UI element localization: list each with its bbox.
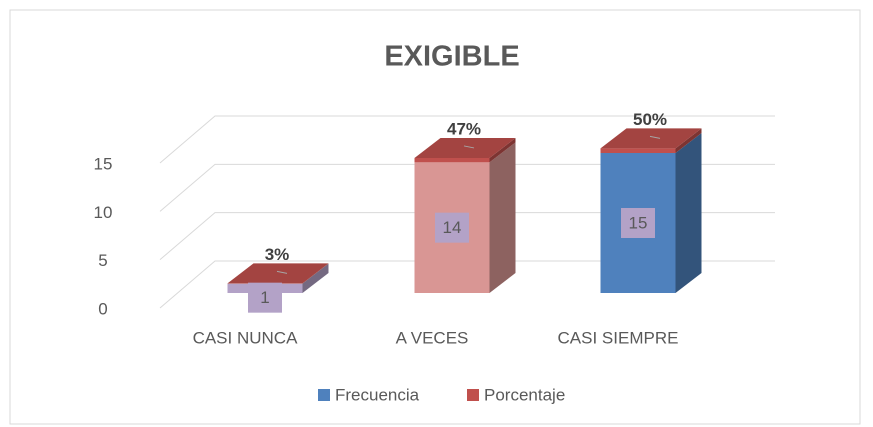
y-tick-label: 10 xyxy=(94,203,113,222)
bar-side xyxy=(489,142,516,293)
y-tick-label: 0 xyxy=(98,299,107,318)
bar-side xyxy=(675,133,702,293)
grid-line xyxy=(159,115,775,164)
grid-line xyxy=(159,260,775,309)
chart-title: EXIGIBLE xyxy=(384,41,519,73)
bar-front xyxy=(414,157,490,163)
y-tick-label: 5 xyxy=(98,251,107,270)
bar-side xyxy=(489,137,516,163)
legend-label: Porcentaje xyxy=(484,385,565,404)
data-label-box xyxy=(248,282,282,313)
data-label-box xyxy=(621,208,655,238)
bar-side xyxy=(302,263,329,293)
leader-line xyxy=(463,145,475,149)
grid-line xyxy=(159,212,775,261)
data-label-box xyxy=(435,212,469,243)
data-label: 47% xyxy=(447,119,481,138)
leader-line xyxy=(649,135,661,139)
x-tick-label: CASI SIEMPRE xyxy=(558,328,679,347)
data-label: 3% xyxy=(265,245,290,264)
bar-front xyxy=(600,148,676,153)
leader-line xyxy=(276,270,288,274)
legend-swatch xyxy=(467,389,479,401)
bar-top xyxy=(414,137,516,158)
x-tick-label: CASI NUNCA xyxy=(193,328,299,347)
data-label: 15 xyxy=(629,213,648,232)
legend-label: Frecuencia xyxy=(335,385,420,404)
y-tick-label: 15 xyxy=(94,154,113,173)
x-tick-label: A VECES xyxy=(396,328,469,347)
bar-side xyxy=(302,263,329,284)
data-label: 50% xyxy=(633,110,667,129)
data-label: 1 xyxy=(260,288,269,307)
bar-top xyxy=(600,128,702,149)
bar-side xyxy=(675,128,702,153)
legend-swatch xyxy=(318,389,330,401)
data-label: 14 xyxy=(443,218,462,237)
bar-top xyxy=(227,263,329,284)
grid-line xyxy=(159,163,775,212)
